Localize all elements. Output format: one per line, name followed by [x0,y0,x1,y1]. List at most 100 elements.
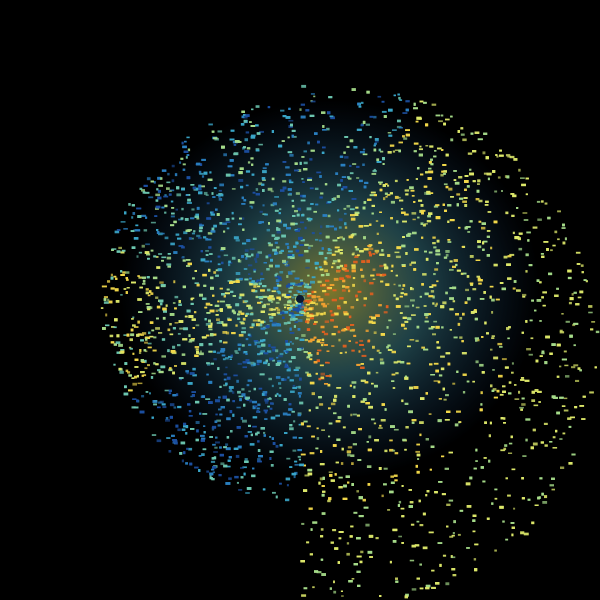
echo-speckle [161,403,166,406]
echo-speckle [275,252,279,255]
echo-speckle [201,175,205,178]
echo-speckle [276,308,281,312]
echo-speckle [343,151,346,154]
echo-speckle [259,373,265,376]
echo-speckle [442,301,447,305]
echo-speckle [474,317,478,321]
echo-speckle [355,206,359,209]
echo-speckle [473,467,477,470]
echo-speckle [272,348,276,352]
echo-speckle [303,420,308,423]
echo-speckle [126,333,130,337]
echo-speckle [327,361,330,364]
echo-speckle [303,299,306,303]
echo-speckle [286,484,289,487]
echo-speckle [469,282,474,285]
echo-speckle [253,340,259,342]
echo-speckle [191,232,195,235]
echo-speckle [458,226,461,229]
echo-speckle [433,362,439,365]
echo-speckle [436,341,439,344]
echo-speckle [216,318,220,321]
echo-speckle [215,269,219,272]
echo-speckle [503,417,506,420]
echo-speckle [536,299,542,302]
echo-speckle [332,239,338,242]
echo-speckle [371,212,374,215]
echo-speckle [387,132,392,134]
echo-speckle [188,340,193,343]
echo-speckle [219,413,223,416]
echo-speckle [395,305,401,308]
echo-speckle [462,312,465,316]
echo-speckle [181,207,184,211]
echo-speckle [410,189,415,192]
echo-speckle [380,333,385,336]
echo-speckle [252,425,257,428]
echo-speckle [267,242,271,244]
echo-speckle [539,477,543,480]
echo-speckle [289,181,294,184]
echo-speckle [275,272,279,275]
echo-speckle [275,445,279,448]
echo-speckle [155,205,161,209]
echo-speckle [274,252,277,255]
echo-speckle [373,144,376,147]
echo-speckle [291,342,294,345]
echo-speckle [209,475,212,478]
echo-speckle [338,338,341,342]
echo-speckle [323,262,328,266]
echo-speckle [288,250,293,253]
echo-speckle [541,296,544,299]
echo-speckle [425,123,429,127]
echo-speckle [208,246,212,249]
echo-speckle [472,514,477,517]
echo-speckle [508,381,512,384]
echo-speckle [288,348,292,351]
echo-speckle [369,358,374,361]
echo-speckle [271,297,275,301]
echo-speckle [149,321,154,324]
echo-speckle [281,140,285,142]
echo-speckle [477,339,480,342]
echo-speckle [305,259,310,263]
echo-speckle [296,213,300,217]
echo-speckle [307,141,310,145]
echo-speckle [445,118,450,121]
echo-speckle [443,170,447,173]
echo-speckle [272,359,275,362]
echo-speckle [320,528,324,531]
echo-speckle [188,315,194,318]
echo-speckle [303,161,308,165]
echo-speckle [153,403,157,406]
echo-speckle [175,208,178,211]
echo-speckle [486,230,491,232]
echo-speckle [392,333,396,335]
echo-speckle [174,322,179,324]
echo-speckle [428,251,433,254]
echo-speckle [574,406,578,409]
echo-speckle [467,297,471,301]
echo-speckle [330,319,334,322]
echo-speckle [323,260,327,264]
echo-speckle [138,276,143,279]
echo-speckle [224,292,230,295]
echo-speckle [304,339,309,342]
echo-speckle [362,148,366,151]
echo-speckle [404,448,407,451]
echo-speckle [326,127,330,131]
echo-speckle [318,481,321,485]
echo-speckle [132,212,136,215]
echo-speckle [358,105,362,108]
echo-speckle [409,559,415,562]
echo-speckle [217,424,221,427]
echo-speckle [321,573,326,576]
echo-speckle [333,197,337,201]
echo-speckle [477,240,481,243]
echo-speckle [196,234,201,238]
echo-speckle [435,582,440,585]
echo-speckle [461,352,467,355]
echo-speckle [128,374,132,377]
echo-speckle [180,441,186,445]
echo-speckle [385,183,388,185]
